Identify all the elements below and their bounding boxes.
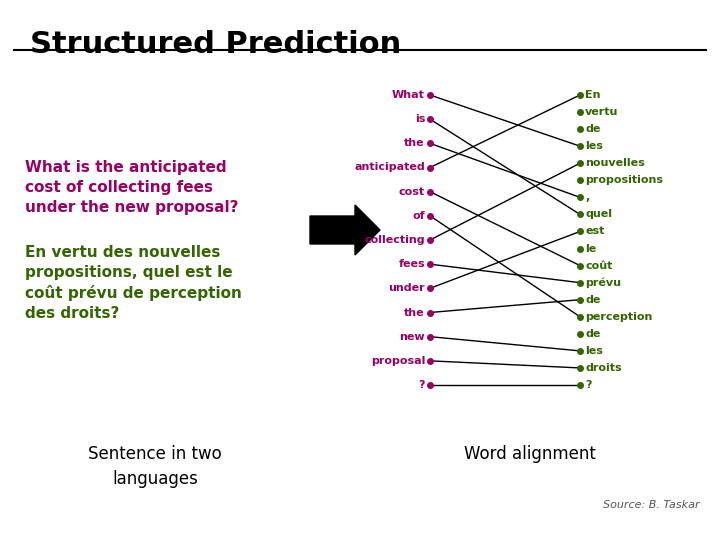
Text: quel: quel (585, 210, 612, 219)
Text: of: of (413, 211, 425, 221)
Text: What is the anticipated
cost of collecting fees
under the new proposal?: What is the anticipated cost of collecti… (25, 160, 238, 214)
Text: propositions: propositions (585, 176, 663, 185)
Text: de: de (585, 295, 600, 305)
Text: What: What (392, 90, 425, 100)
Text: perception: perception (585, 312, 652, 322)
Text: anticipated: anticipated (354, 163, 425, 172)
Text: les: les (585, 346, 603, 356)
Text: ?: ? (418, 380, 425, 390)
Text: collecting: collecting (364, 235, 425, 245)
Text: En vertu des nouvelles
propositions, quel est le
coût prévu de perception
des dr: En vertu des nouvelles propositions, que… (25, 245, 242, 321)
Text: Sentence in two
languages: Sentence in two languages (88, 445, 222, 488)
Text: les: les (585, 141, 603, 151)
Text: droits: droits (585, 363, 621, 373)
Text: Source: B. Taskar: Source: B. Taskar (603, 500, 700, 510)
FancyArrow shape (310, 205, 380, 255)
Text: fees: fees (398, 259, 425, 269)
Text: new: new (400, 332, 425, 342)
Text: est: est (585, 226, 604, 237)
Text: the: the (405, 138, 425, 149)
Text: de: de (585, 124, 600, 134)
Text: vertu: vertu (585, 107, 618, 117)
Text: cost: cost (399, 187, 425, 197)
Text: ,: , (585, 192, 589, 202)
Text: coût: coût (585, 261, 613, 271)
Text: le: le (585, 244, 596, 253)
Text: prévu: prévu (585, 278, 621, 288)
Text: Word alignment: Word alignment (464, 445, 596, 463)
Text: is: is (415, 114, 425, 124)
Text: de: de (585, 329, 600, 339)
Text: under: under (388, 284, 425, 293)
Text: the: the (405, 307, 425, 318)
Text: nouvelles: nouvelles (585, 158, 644, 168)
Text: Structured Prediction: Structured Prediction (30, 30, 401, 59)
Text: En: En (585, 90, 600, 100)
Text: proposal: proposal (371, 356, 425, 366)
Text: ?: ? (585, 380, 592, 390)
